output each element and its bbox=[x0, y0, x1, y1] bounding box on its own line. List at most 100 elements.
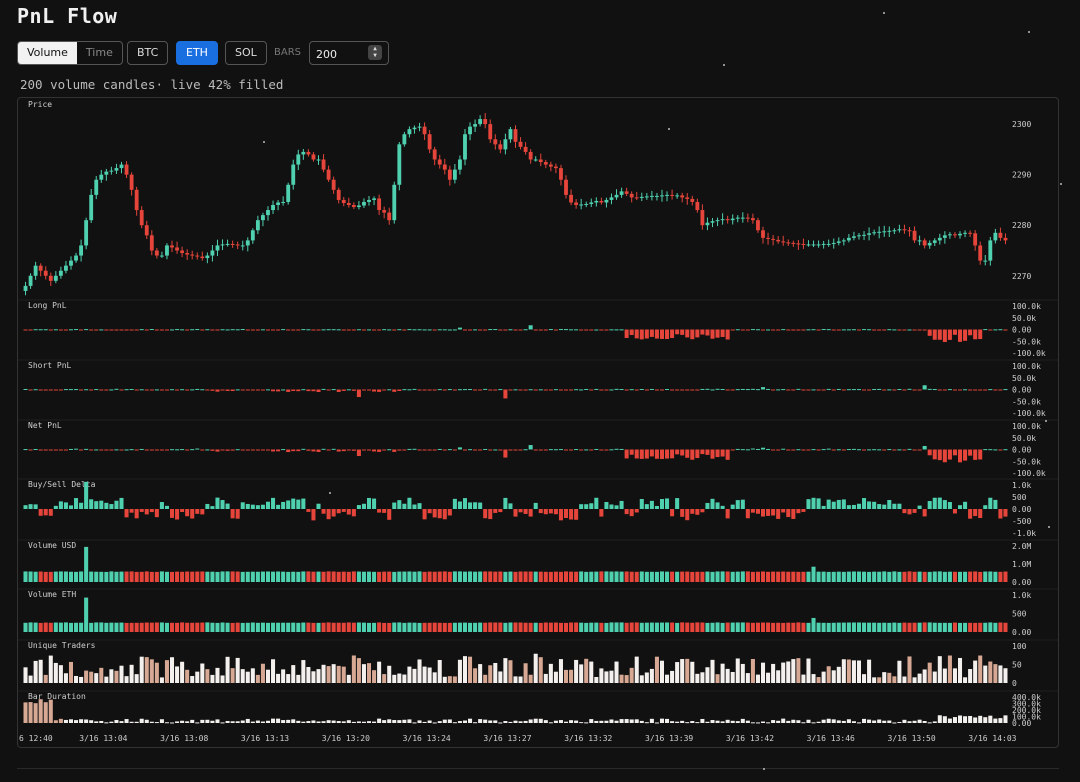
price-candle bbox=[740, 217, 745, 219]
net-pnl-bar bbox=[811, 449, 816, 451]
symbol-sol-button[interactable]: SOL bbox=[225, 41, 267, 65]
unique-traders-bar bbox=[452, 676, 457, 683]
buy-sell-delta-bar bbox=[680, 509, 685, 517]
mode-time-button[interactable]: Time bbox=[85, 46, 113, 59]
net-pnl-bar bbox=[276, 449, 281, 452]
unique-traders-tick-label: 50 bbox=[1012, 661, 1022, 670]
bar-duration-bar bbox=[675, 721, 680, 723]
volume-eth-bar bbox=[988, 622, 993, 632]
bar-duration-bar bbox=[892, 722, 897, 724]
short-pnl-bar bbox=[589, 389, 594, 391]
price-candle bbox=[715, 220, 720, 222]
volume-usd-bar bbox=[205, 571, 210, 582]
short-pnl-bar bbox=[902, 389, 907, 391]
unique-traders-bar bbox=[826, 666, 831, 683]
volume-usd-bar bbox=[670, 571, 675, 582]
price-candle bbox=[700, 210, 705, 226]
volume-eth-bar bbox=[513, 622, 518, 632]
price-candle bbox=[902, 229, 907, 231]
long-pnl-bar bbox=[594, 329, 599, 331]
short-pnl-tick-label: 0.00 bbox=[1012, 386, 1031, 395]
long-pnl-bar bbox=[766, 329, 771, 331]
bar-duration-bar bbox=[957, 715, 963, 723]
unique-traders-bar bbox=[306, 667, 311, 683]
unique-traders-bar bbox=[584, 658, 589, 683]
long-pnl-bar bbox=[942, 329, 947, 343]
volume-eth-bar bbox=[190, 622, 195, 632]
buy-sell-delta-bar bbox=[473, 502, 478, 509]
buy-sell-delta-bar bbox=[932, 497, 937, 509]
long-pnl-bar bbox=[457, 327, 462, 330]
long-pnl-bar bbox=[745, 329, 750, 331]
short-pnl-bar bbox=[164, 389, 169, 391]
bar-duration-bar bbox=[190, 719, 195, 723]
volume-usd-bar bbox=[382, 571, 387, 582]
buy-sell-delta-bar bbox=[973, 509, 978, 517]
bar-duration-bar bbox=[68, 719, 74, 723]
volume-usd-bar bbox=[38, 571, 43, 582]
volume-usd-bar bbox=[791, 571, 796, 582]
unique-traders-bar bbox=[48, 655, 53, 683]
net-pnl-bar bbox=[326, 449, 331, 451]
long-pnl-bar bbox=[750, 329, 755, 331]
mode-toggle[interactable]: Volume Time bbox=[17, 41, 123, 65]
net-pnl-bar bbox=[215, 449, 220, 452]
unique-traders-bar bbox=[498, 671, 503, 683]
long-pnl-tick-label: -100.0k bbox=[1012, 349, 1046, 358]
volume-eth-bar bbox=[351, 622, 356, 632]
net-pnl-bar bbox=[942, 449, 947, 463]
symbol-eth-button[interactable]: ETH bbox=[176, 41, 218, 65]
net-pnl-bar bbox=[902, 449, 907, 451]
star-decoration bbox=[329, 492, 331, 494]
net-pnl-bar bbox=[508, 449, 513, 451]
mode-volume-button[interactable]: Volume bbox=[18, 42, 77, 64]
price-candle bbox=[215, 245, 220, 251]
stepper-down-icon[interactable]: ▼ bbox=[373, 52, 377, 59]
x-axis-tick-label: 3/16 13:13 bbox=[241, 734, 289, 743]
net-pnl-bar bbox=[867, 449, 872, 451]
volume-usd-bar bbox=[48, 571, 53, 582]
unique-traders-bar bbox=[119, 665, 124, 683]
buy-sell-delta-bar bbox=[604, 502, 609, 509]
volume-eth-bar bbox=[811, 617, 816, 632]
buy-sell-delta-bar bbox=[250, 504, 255, 509]
buy-sell-delta-bar bbox=[311, 509, 316, 521]
volume-eth-bar bbox=[872, 622, 877, 632]
volume-eth-bar bbox=[760, 622, 766, 632]
symbol-btc-button[interactable]: BTC bbox=[127, 41, 169, 65]
bar-duration-bar bbox=[609, 719, 614, 723]
buy-sell-delta-bar bbox=[968, 509, 973, 519]
bars-input[interactable] bbox=[314, 45, 370, 63]
price-candle bbox=[579, 204, 584, 206]
long-pnl-bar bbox=[553, 329, 558, 331]
volume-usd-bar bbox=[715, 571, 720, 582]
long-pnl-bar bbox=[897, 329, 902, 331]
bar-duration-bar bbox=[993, 718, 998, 723]
long-pnl-bar bbox=[124, 329, 129, 331]
volume-usd-bar bbox=[503, 571, 508, 582]
unique-traders-bar bbox=[887, 672, 892, 683]
stepper-up-icon[interactable]: ▲ bbox=[373, 45, 377, 52]
unique-traders-bar bbox=[372, 670, 377, 683]
volume-usd-bar bbox=[134, 571, 139, 582]
price-candle bbox=[175, 247, 179, 251]
short-pnl-bar bbox=[811, 389, 816, 391]
bar-duration-bar bbox=[690, 721, 695, 723]
bar-duration-bar bbox=[169, 722, 175, 724]
bar-duration-bar bbox=[725, 719, 730, 723]
volume-usd-bar bbox=[917, 571, 922, 582]
long-pnl-bar bbox=[74, 329, 79, 331]
short-pnl-bar bbox=[700, 388, 705, 390]
bars-field[interactable]: ▲ ▼ bbox=[309, 41, 389, 65]
unique-traders-bar bbox=[250, 668, 255, 683]
long-pnl-bar bbox=[488, 329, 493, 331]
bars-stepper[interactable]: ▲ ▼ bbox=[368, 45, 382, 60]
bar-duration-bar bbox=[624, 719, 629, 723]
volume-eth-bar bbox=[235, 622, 240, 632]
unique-traders-bar bbox=[922, 669, 927, 683]
short-pnl-bar bbox=[654, 389, 659, 391]
volume-usd-bar bbox=[180, 571, 185, 582]
unique-traders-bar bbox=[695, 673, 700, 683]
buy-sell-delta-bar bbox=[841, 499, 846, 509]
